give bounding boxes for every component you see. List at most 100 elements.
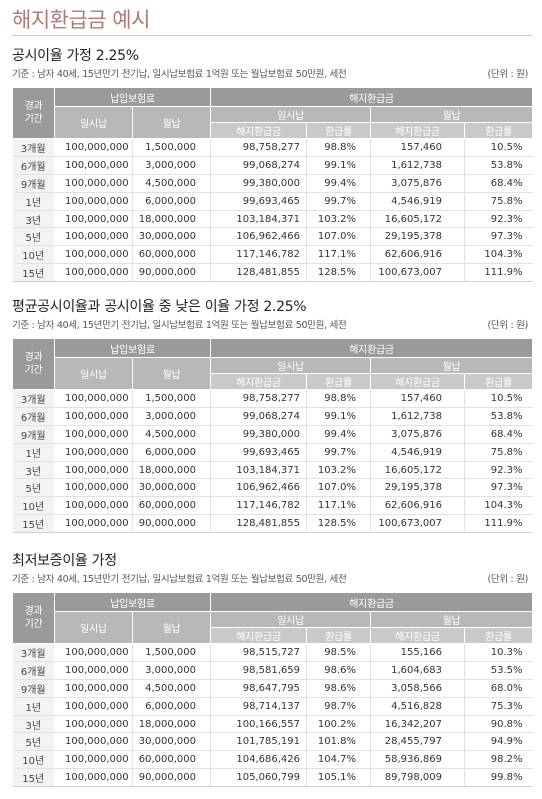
monthly-refund-cell: 58,936,869 bbox=[370, 750, 466, 770]
monthly-premium-cell: 90,000,000 bbox=[132, 514, 212, 534]
monthly-premium-cell: 60,000,000 bbox=[132, 496, 212, 516]
period-cell: 10년 bbox=[12, 496, 55, 516]
table-row: 10년 100,000,000 60,000,000 117,146,782 117.1… bbox=[12, 496, 533, 516]
lump-refund-cell: 103,184,371 bbox=[210, 461, 308, 480]
monthly-refund-cell: 62,606,916 bbox=[370, 496, 466, 516]
period-header: 경과 기간 bbox=[12, 87, 55, 139]
monthly-rate-cell: 111.9% bbox=[464, 263, 533, 283]
monthly-rate-cell: 75.3% bbox=[464, 697, 533, 716]
lump-premium-cell: 100,000,000 bbox=[54, 661, 133, 680]
monthly-rate-cell: 92.3% bbox=[464, 461, 533, 480]
period-cell: 1년 bbox=[12, 443, 55, 462]
refund-amount-header: 해지환급금 bbox=[210, 627, 308, 644]
monthly-premium-cell: 30,000,000 bbox=[132, 732, 212, 752]
lump-rate-cell: 128.5% bbox=[306, 514, 372, 534]
refund-rate-header: 환급률 bbox=[306, 122, 372, 139]
lump-refund-cell: 103,184,371 bbox=[210, 210, 308, 229]
lump-rate-cell: 107.0% bbox=[306, 478, 372, 498]
refund-rate-header: 환급률 bbox=[464, 122, 534, 139]
period-cell: 15년 bbox=[12, 263, 55, 283]
section-title: 공시이율 가정 2.25% bbox=[12, 48, 139, 64]
refund-rate-header: 환급률 bbox=[306, 627, 372, 644]
monthly-refund-cell: 155,166 bbox=[370, 643, 466, 662]
monthly-rate-cell: 92.3% bbox=[464, 210, 533, 229]
lump-rate-cell: 107.0% bbox=[306, 227, 372, 247]
monthly-rate-cell: 68.4% bbox=[464, 425, 533, 444]
monthly-refund-cell: 29,195,378 bbox=[370, 227, 466, 247]
paid-premium-header: 납입보험료 bbox=[53, 338, 212, 358]
lump-premium-cell: 100,000,000 bbox=[54, 245, 133, 265]
monthly-refund-cell: 4,516,828 bbox=[370, 697, 466, 716]
lump-refund-cell: 128,481,855 bbox=[210, 514, 308, 534]
monthly-premium-cell: 90,000,000 bbox=[132, 263, 212, 283]
table-row: 3개월 100,000,000 1,500,000 98,758,277 98.8% 15… bbox=[12, 389, 533, 408]
lump-rate-cell: 103.2% bbox=[306, 210, 372, 229]
lump-rate-cell: 101.8% bbox=[306, 732, 372, 752]
table-row: 5년 100,000,000 30,000,000 106,962,466 107.0%… bbox=[12, 227, 533, 247]
section-disclosed-rate: 공시이율 가정 2.25% 기준 : 남자 40세, 15년만기 전기납, 일시… bbox=[12, 46, 534, 283]
period-cell: 6개월 bbox=[12, 661, 55, 680]
period-cell: 6개월 bbox=[12, 156, 55, 175]
lump-refund-cell: 99,380,000 bbox=[210, 425, 308, 444]
monthly-rate-cell: 75.8% bbox=[464, 443, 533, 462]
lump-rate-cell: 98.6% bbox=[306, 661, 372, 680]
monthly-refund-cell: 89,798,009 bbox=[370, 768, 466, 788]
refund-header: 해지환급금 bbox=[210, 87, 534, 107]
monthly-rate-cell: 111.9% bbox=[464, 514, 533, 534]
lump-premium-cell: 100,000,000 bbox=[54, 156, 133, 175]
section-meta: 기준 : 남자 40세, 15년만기 전기납, 일시납보험료 1억원 또는 월납… bbox=[12, 573, 532, 587]
refund-amount-header: 해지환급금 bbox=[370, 373, 466, 390]
period-cell: 3개월 bbox=[12, 643, 55, 662]
lump-refund-cell: 98,581,659 bbox=[210, 661, 308, 680]
lump-rate-cell: 104.7% bbox=[306, 750, 372, 770]
monthly-premium-cell: 6,000,000 bbox=[132, 192, 212, 211]
lump-premium-cell: 100,000,000 bbox=[54, 407, 133, 426]
lump-premium-cell: 100,000,000 bbox=[54, 496, 133, 516]
monthly-rate-cell: 53.8% bbox=[464, 156, 533, 175]
period-cell: 9개월 bbox=[12, 174, 55, 193]
lump-rate-cell: 105.1% bbox=[306, 768, 372, 788]
lump-refund-cell: 98,758,277 bbox=[210, 138, 308, 157]
monthly-premium-cell: 1,500,000 bbox=[132, 138, 212, 157]
monthly-rate-cell: 104.3% bbox=[464, 496, 533, 516]
monthly-premium-cell: 6,000,000 bbox=[132, 443, 212, 462]
monthly-header: 월납 bbox=[131, 611, 212, 644]
monthly-premium-cell: 18,000,000 bbox=[132, 715, 212, 734]
period-cell: 5년 bbox=[12, 732, 55, 752]
monthly-refund-cell: 4,546,919 bbox=[370, 192, 466, 211]
monthly-header: 월납 bbox=[131, 106, 212, 139]
lump-premium-cell: 100,000,000 bbox=[54, 461, 133, 480]
period-cell: 9개월 bbox=[12, 425, 55, 444]
section-title: 최저보증이율 가정 bbox=[12, 553, 117, 569]
monthly-rate-cell: 53.5% bbox=[464, 661, 533, 680]
lump-premium-cell: 100,000,000 bbox=[54, 768, 133, 788]
lump-rate-cell: 98.6% bbox=[306, 679, 372, 698]
monthly-rate-cell: 75.8% bbox=[464, 192, 533, 211]
refund-rate-header: 환급률 bbox=[464, 373, 534, 390]
unit-note: (단위 : 원) bbox=[487, 320, 529, 331]
section-meta: 기준 : 남자 40세, 15년만기 전기납, 일시납보험료 1억원 또는 월납… bbox=[12, 68, 532, 82]
lump-refund-cell: 105,060,799 bbox=[210, 768, 308, 788]
table-row: 15년 100,000,000 90,000,000 105,060,799 105.1… bbox=[12, 768, 533, 788]
lump-premium-cell: 100,000,000 bbox=[54, 389, 133, 408]
monthly-rate-cell: 10.5% bbox=[464, 389, 533, 408]
monthly-premium-cell: 1,500,000 bbox=[132, 643, 212, 662]
table-row: 3개월 100,000,000 1,500,000 98,515,727 98.5% 15… bbox=[12, 643, 533, 662]
period-cell: 10년 bbox=[12, 245, 55, 265]
lump-premium-cell: 100,000,000 bbox=[54, 478, 133, 498]
monthly-header: 월납 bbox=[131, 357, 212, 390]
monthly-refund-cell: 3,058,566 bbox=[370, 679, 466, 698]
lump-refund-cell: 117,146,782 bbox=[210, 496, 308, 516]
monthly-premium-cell: 30,000,000 bbox=[132, 227, 212, 247]
lump-refund-cell: 98,758,277 bbox=[210, 389, 308, 408]
table-row: 6개월 100,000,000 3,000,000 98,581,659 98.6% 1,… bbox=[12, 661, 533, 680]
lump-refund-cell: 117,146,782 bbox=[210, 245, 308, 265]
table-row: 5년 100,000,000 30,000,000 101,785,191 101.8%… bbox=[12, 732, 533, 752]
lump-premium-cell: 100,000,000 bbox=[54, 732, 133, 752]
title-divider bbox=[12, 35, 532, 36]
period-cell: 6개월 bbox=[12, 407, 55, 426]
table-row: 1년 100,000,000 6,000,000 99,693,465 99.7% 4,5… bbox=[12, 192, 533, 211]
lump-premium-cell: 100,000,000 bbox=[54, 679, 133, 698]
refund-monthly-header: 월납 bbox=[370, 357, 534, 374]
lump-rate-cell: 99.1% bbox=[306, 156, 372, 175]
